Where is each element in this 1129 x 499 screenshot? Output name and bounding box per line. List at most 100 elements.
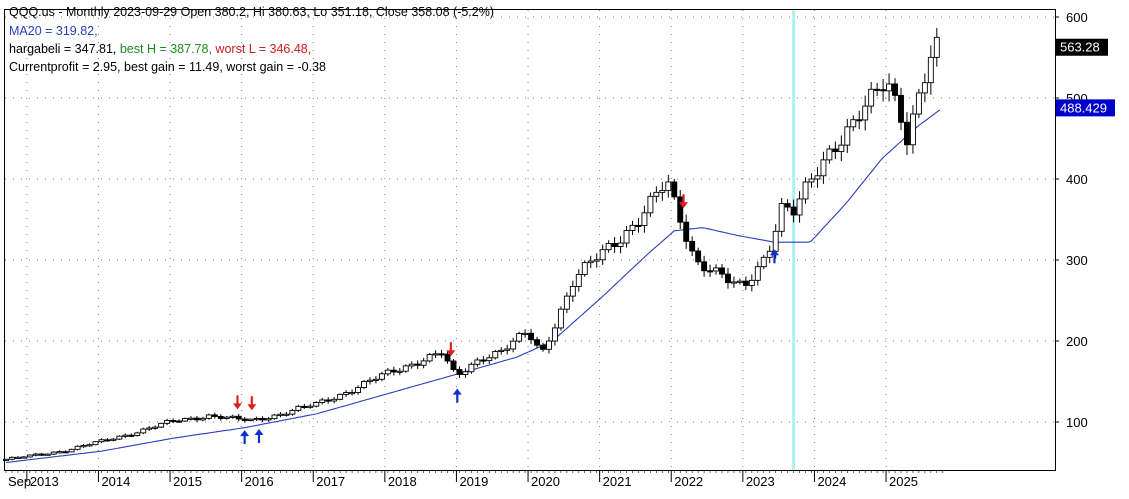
- hargabeli-value: hargabeli = 347.81,: [9, 42, 120, 56]
- candle-body: [438, 353, 445, 356]
- candle-body: [367, 379, 373, 382]
- x-tick-label: Sep: [8, 474, 31, 489]
- x-tick-label: 2019: [459, 474, 488, 489]
- candle-body: [44, 453, 51, 456]
- sell-signal-arrow: [446, 342, 456, 357]
- candle-body: [217, 415, 224, 419]
- candle-body: [116, 435, 123, 440]
- candle-body: [719, 267, 725, 275]
- candle-body: [844, 126, 851, 146]
- candle-body: [540, 344, 546, 350]
- candle-body: [408, 363, 415, 367]
- candle-body: [671, 181, 678, 198]
- candle-body: [384, 369, 391, 375]
- candle-body: [569, 285, 576, 297]
- candle-body: [933, 36, 940, 58]
- candle-body: [247, 418, 254, 421]
- candle-body: [426, 354, 433, 362]
- candle-body: [229, 415, 236, 418]
- candle-body: [277, 413, 284, 416]
- x-tick-label: 2013: [30, 474, 59, 489]
- candle-body: [474, 359, 481, 365]
- candle-body: [9, 456, 15, 460]
- candle-body: [510, 340, 517, 350]
- candle-body: [647, 195, 654, 214]
- candle-body: [80, 445, 87, 448]
- buy-signal-arrow-head: [769, 249, 779, 256]
- y-tick-label: 300: [1066, 253, 1088, 268]
- sell-signal-arrow: [247, 396, 257, 411]
- candle-body: [742, 280, 749, 286]
- candle-body: [581, 262, 588, 275]
- candle-body: [158, 422, 165, 428]
- buy-signal-arrow: [240, 430, 250, 445]
- last-price-badge: [1056, 38, 1108, 56]
- candle-body: [611, 243, 618, 247]
- candle-body: [868, 88, 875, 107]
- candle-body: [695, 250, 702, 263]
- candle-body: [193, 417, 200, 421]
- candle-body: [396, 370, 403, 373]
- candle-body: [629, 224, 636, 231]
- candle-body: [659, 189, 666, 193]
- candle-body: [3, 458, 9, 461]
- candle-body: [355, 387, 361, 393]
- ma20-value: MA20 = 319.82,: [9, 24, 98, 38]
- x-tick-label: 2025: [889, 474, 918, 489]
- candle-body: [504, 348, 511, 351]
- candle-body: [14, 456, 21, 459]
- candle-body: [20, 456, 27, 459]
- candle-body: [295, 405, 302, 411]
- candle-body: [909, 113, 916, 146]
- candle-body: [850, 119, 857, 128]
- candle-body: [730, 281, 737, 284]
- candle-body: [414, 363, 421, 366]
- candle-body: [927, 56, 934, 84]
- candle-body: [617, 242, 624, 247]
- grid-layer: [5, 10, 1055, 470]
- candle-body: [337, 393, 344, 400]
- candle-body: [241, 418, 248, 421]
- sell-signal-arrow-head: [247, 404, 257, 411]
- candle-body: [820, 159, 827, 177]
- candle-body: [32, 453, 39, 456]
- candle-body: [772, 230, 779, 252]
- candle-body: [898, 94, 904, 123]
- candle-body: [265, 418, 272, 421]
- candle-body: [856, 119, 863, 122]
- x-tick-label: 2014: [101, 474, 130, 489]
- candle-body: [880, 89, 887, 92]
- candle-body: [862, 105, 869, 121]
- candle-body: [331, 398, 338, 402]
- candle-body: [152, 426, 159, 429]
- candle-body: [432, 353, 439, 356]
- candle-body: [211, 414, 218, 417]
- candle-body: [701, 261, 708, 272]
- buy-signal-arrow: [452, 388, 462, 403]
- candle-body: [874, 88, 881, 91]
- sell-signal-arrow-head: [232, 403, 242, 410]
- candle-body: [122, 434, 129, 437]
- ma20-line: [5, 109, 941, 464]
- candle-body: [456, 369, 463, 375]
- candle-body: [271, 414, 278, 420]
- buy-signal-arrow-head: [240, 430, 250, 437]
- candle-body: [528, 332, 535, 341]
- candle-body: [462, 371, 469, 375]
- y-tick-label: 600: [1066, 10, 1088, 25]
- candle-body: [199, 417, 206, 421]
- candle-body: [205, 414, 212, 419]
- candle-body: [235, 415, 242, 420]
- buy-signal-arrow: [254, 428, 264, 443]
- candle-body: [50, 451, 57, 455]
- last-price-label: 563.28: [1060, 40, 1100, 55]
- candle-body: [74, 445, 81, 450]
- candle-body: [826, 148, 833, 161]
- candle-body: [450, 360, 457, 371]
- sell-signal-arrow: [679, 194, 689, 209]
- candle-body: [748, 279, 755, 286]
- candle-body: [301, 405, 308, 409]
- candle-body: [38, 453, 45, 456]
